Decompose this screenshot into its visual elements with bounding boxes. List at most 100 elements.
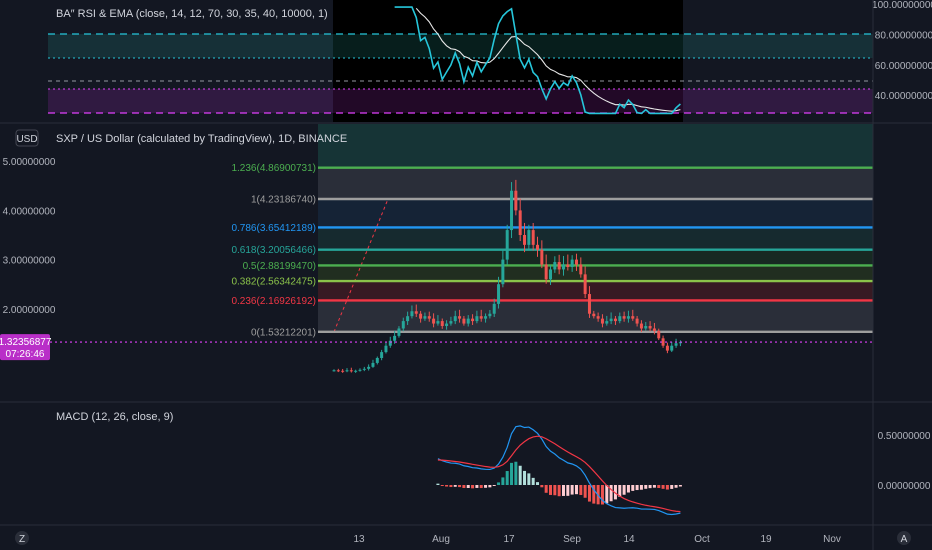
candle-body — [622, 316, 626, 319]
time-axis-tick-label: Nov — [823, 534, 841, 545]
tradingview-logo-icon[interactable]: Z — [15, 531, 29, 545]
fib-level-label: 0(1.53212201) — [251, 327, 316, 338]
fib-retracement-levels[interactable]: 1.236(4.86900731) 1(4.23186740) 0.786(3.65… — [231, 163, 873, 338]
time-axis-tick-label: 17 — [503, 534, 515, 545]
macd-histogram-bar — [449, 485, 453, 488]
candle-body — [596, 316, 600, 319]
candle-body — [574, 259, 578, 265]
macd-histogram-bar — [518, 465, 522, 485]
macd-pane[interactable]: MACD (12, 26, close, 9) 0.50000000 0.0000… — [56, 411, 931, 516]
macd-histogram-bar — [484, 485, 488, 488]
macd-histogram-bar — [492, 485, 496, 486]
candle-body — [505, 230, 509, 260]
candle-body — [471, 318, 475, 322]
macd-histogram-bar — [574, 485, 578, 495]
main-axis-tick-label: 3.00000000 — [3, 256, 56, 267]
candle-body — [536, 244, 540, 250]
main-price-axis: 5.00000000 4.00000000 3.00000000 2.00000000 — [3, 157, 56, 316]
candle-body — [605, 321, 609, 324]
candle-body — [423, 316, 427, 319]
macd-histogram-bar — [579, 485, 583, 495]
symbol-title: SXP / US Dollar (calculated by TradingVi… — [56, 133, 347, 145]
macd-histogram-bar — [462, 485, 466, 489]
candle-body — [549, 269, 552, 280]
candle-body — [609, 318, 613, 322]
macd-histogram-bar — [670, 485, 674, 489]
time-axis-tick-label: Sep — [563, 534, 581, 545]
macd-line — [437, 425, 681, 516]
macd-histogram-bar — [678, 485, 682, 487]
candle-body — [600, 318, 604, 324]
candle-body — [492, 303, 496, 314]
main-axis-tick-label: 2.00000000 — [3, 305, 56, 316]
candle-body — [432, 318, 436, 324]
candle-body — [462, 318, 466, 324]
macd-histogram-bar — [613, 485, 617, 500]
candle-body — [466, 318, 470, 324]
rsi-ema-line — [415, 7, 681, 112]
candle-body — [540, 249, 544, 265]
candle-body — [414, 311, 418, 314]
candle-body — [345, 370, 349, 372]
currency-button[interactable]: USD — [16, 134, 37, 145]
candle-body — [336, 370, 340, 372]
candle-body — [349, 370, 353, 372]
candle-body — [678, 342, 682, 344]
candle-body — [440, 321, 444, 327]
macd-histogram-bar — [471, 485, 475, 489]
macd-histogram-bar — [497, 482, 501, 485]
candle-body — [393, 335, 397, 341]
macd-histogram-bar — [587, 485, 591, 502]
macd-histogram-bar — [549, 485, 552, 495]
candle-body — [566, 264, 570, 267]
candle-body — [479, 316, 483, 319]
candle-body — [661, 338, 665, 346]
macd-axis-tick-label: 0.00000000 — [878, 481, 931, 492]
macd-histogram-bar — [644, 485, 648, 489]
macd-histogram-bar — [674, 485, 678, 488]
candle-body — [427, 316, 431, 319]
macd-histogram-bar — [639, 485, 643, 490]
macd-histogram-bar — [440, 485, 444, 486]
rsi-pane[interactable]: BA″ RSI & EMA (close, 14, 12, 70, 30, 35… — [48, 0, 932, 122]
macd-histogram-bar — [657, 485, 661, 489]
fib-zone — [318, 124, 873, 168]
candle-body — [644, 326, 648, 329]
candle-body — [358, 369, 362, 371]
candle-body — [488, 313, 492, 317]
candle-body — [510, 190, 514, 231]
candle-body — [674, 343, 678, 346]
macd-histogram-bar — [557, 485, 561, 497]
candle-body — [631, 316, 635, 319]
macd-histogram-bar — [665, 485, 669, 490]
candle-body — [514, 190, 518, 211]
candle-body — [587, 294, 591, 314]
macd-histogram-bar — [488, 485, 492, 488]
candle-body — [388, 340, 392, 346]
auto-scale-icon[interactable]: A — [897, 531, 911, 545]
candle-body — [531, 230, 535, 245]
candle-body — [553, 262, 557, 270]
macd-histogram-bar — [501, 477, 505, 485]
svg-text:A: A — [901, 534, 908, 545]
macd-histogram-bar — [531, 477, 535, 485]
currency-button-frame[interactable] — [15, 129, 39, 147]
candle-body — [410, 311, 414, 317]
macd-histogram-bar — [600, 485, 604, 505]
candle-body — [501, 259, 505, 285]
candle-body — [497, 284, 501, 304]
candle-body — [657, 330, 661, 339]
svg-text:Z: Z — [19, 534, 25, 545]
macd-histogram-bar — [561, 485, 565, 496]
macd-histogram-bar — [523, 470, 527, 485]
macd-histogram-bar — [453, 485, 457, 487]
candle-body — [618, 316, 622, 322]
candle-body — [445, 323, 449, 327]
last-price-label: 1.32356877 — [0, 337, 52, 348]
main-pane[interactable]: 1.236(4.86900731) 1(4.23186740) 0.786(3.65… — [0, 124, 873, 373]
rsi-axis-tick-label: 40.00000000 — [875, 91, 932, 102]
candle-body — [380, 352, 384, 358]
time-axis[interactable]: 13 Aug 17 Sep 14 Oct 19 Nov — [353, 534, 840, 545]
fib-level-label: 1(4.23186740) — [251, 194, 316, 205]
